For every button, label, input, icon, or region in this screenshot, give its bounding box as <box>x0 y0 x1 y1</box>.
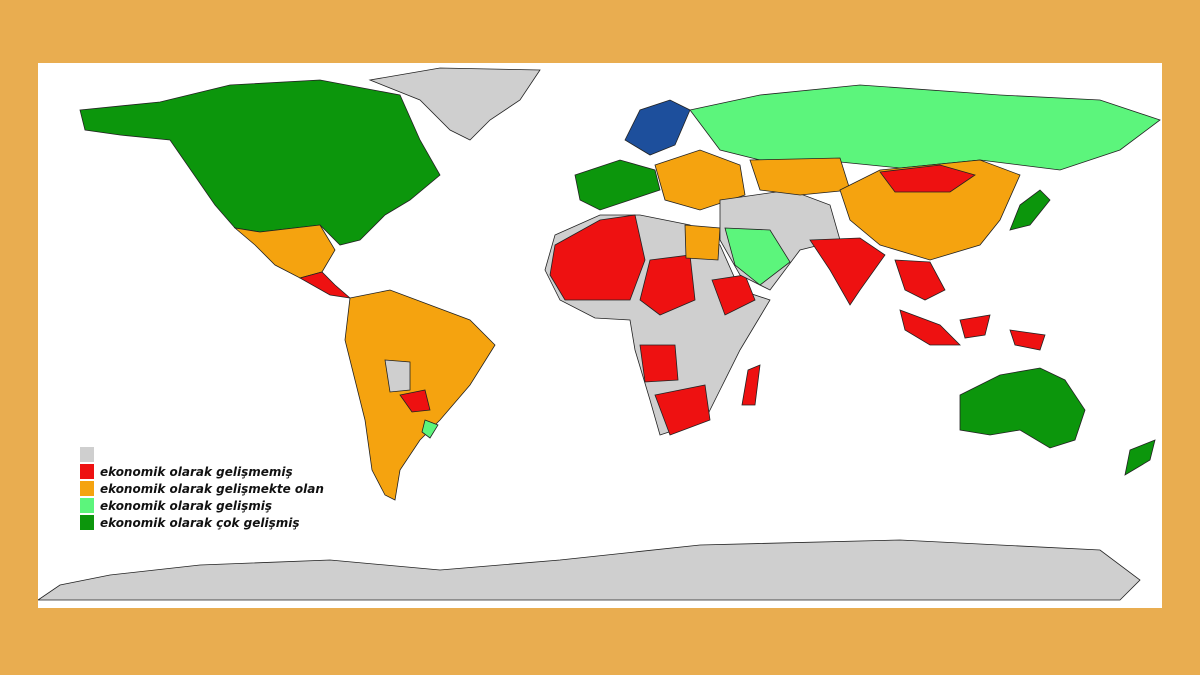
world-map: ekonomik olarak gelişmemiş ekonomik olar… <box>38 63 1162 608</box>
region-madagascar <box>741 364 761 406</box>
region-scandinavia <box>624 99 691 156</box>
legend-label: ekonomik olarak gelişmekte olan <box>100 481 324 496</box>
region-angola <box>639 344 679 383</box>
region-southeast-asia <box>894 259 946 301</box>
region-china <box>839 159 1021 261</box>
region-greenland <box>368 67 541 141</box>
legend-swatch <box>80 515 94 530</box>
legend-item-no-data <box>80 446 324 463</box>
region-saudi-arabia <box>724 227 791 286</box>
region-mongolia <box>879 164 976 193</box>
region-central-asia <box>749 157 851 196</box>
region-bolivia <box>384 359 411 393</box>
region-japan <box>1009 189 1051 231</box>
region-egypt <box>684 224 721 261</box>
region-mexico <box>233 224 336 279</box>
legend-item-highly-developed: ekonomik olarak çok gelişmiş <box>80 514 324 531</box>
region-southern-africa <box>654 384 711 436</box>
legend-label: ekonomik olarak gelişmemiş <box>100 464 293 479</box>
legend-item-developing: ekonomik olarak gelişmekte olan <box>80 480 324 497</box>
legend-item-underdeveloped: ekonomik olarak gelişmemiş <box>80 463 324 480</box>
region-western-europe <box>574 159 661 211</box>
legend-swatch <box>80 481 94 496</box>
map-svg <box>38 67 1161 601</box>
region-indonesia <box>899 309 1046 351</box>
legend-item-developed: ekonomik olarak gelişmiş <box>80 497 324 514</box>
legend-swatch <box>80 498 94 513</box>
region-new-zealand <box>1124 439 1156 476</box>
region-central-america <box>298 271 352 299</box>
region-west-africa <box>549 214 646 301</box>
region-ethiopia <box>711 274 756 316</box>
legend-swatch <box>80 464 94 479</box>
legend-label: ekonomik olarak gelişmiş <box>100 498 272 513</box>
region-uruguay <box>421 419 439 439</box>
legend: ekonomik olarak gelişmemiş ekonomik olar… <box>80 446 324 531</box>
legend-swatch <box>80 447 94 462</box>
region-central-africa <box>639 254 696 316</box>
legend-label: ekonomik olarak çok gelişmiş <box>100 515 300 530</box>
region-russia <box>689 84 1161 171</box>
region-paraguay <box>399 389 431 413</box>
region-antarctica <box>38 539 1141 601</box>
region-eastern-europe <box>654 149 746 211</box>
region-australia <box>959 367 1086 449</box>
region-india <box>809 237 886 306</box>
region-north-america <box>79 79 441 246</box>
